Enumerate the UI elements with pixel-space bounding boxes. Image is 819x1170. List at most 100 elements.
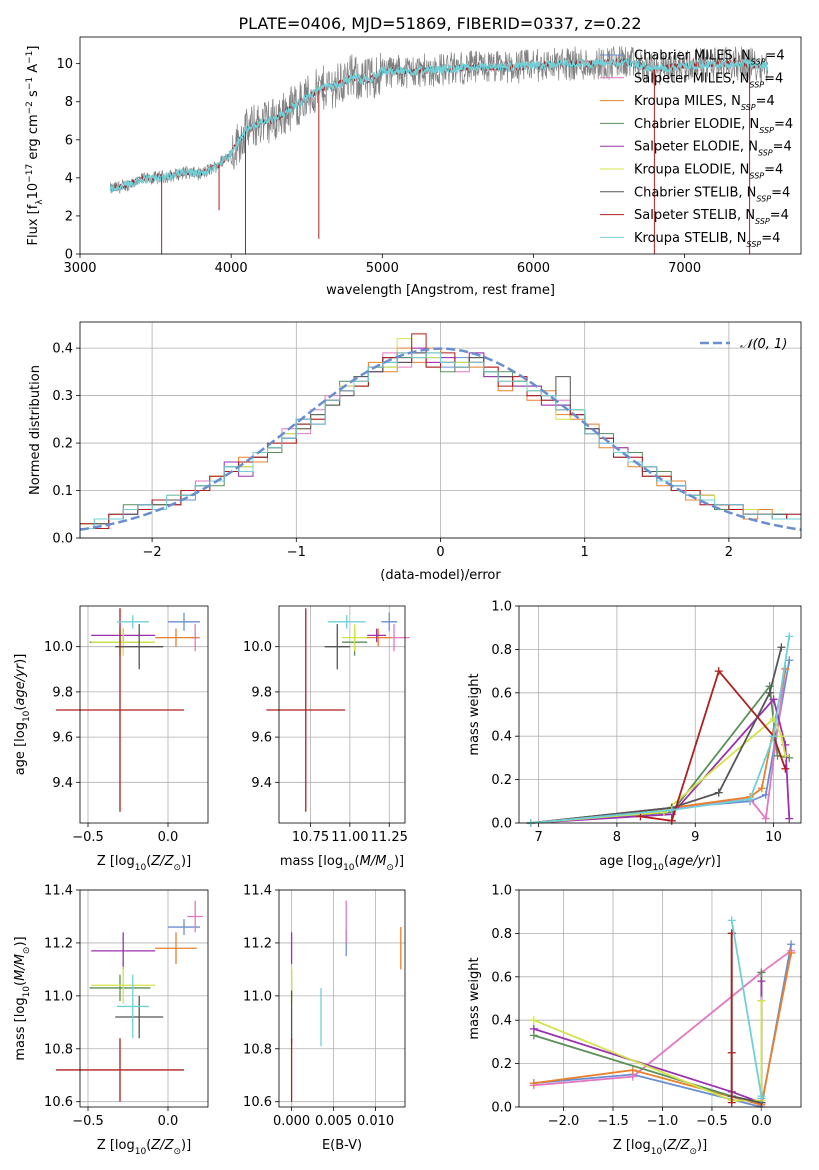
y-tick-label: 9.6 — [52, 731, 73, 746]
weight-marker — [667, 805, 676, 814]
weight-series-salpeter-stelib — [727, 929, 736, 1107]
weight-series-salpeter-elodie — [529, 977, 766, 1107]
y-axis-label: mass weight — [467, 957, 482, 1039]
normal-curve — [80, 347, 801, 531]
weight-marker — [769, 695, 778, 704]
y-tick-label: 6 — [65, 133, 73, 148]
errorbar-point-chabrier-miles — [168, 612, 200, 631]
legend-entry: Salpeter ELODIE, NSSP=4 — [634, 140, 792, 158]
legend-normal-label: 𝒩(0, 1) — [740, 337, 787, 352]
x-tick-label: 11.25 — [371, 830, 408, 845]
age-vs-weight-panel: 7 8 9 10 0.0 0.2 0.4 0.6 0.8 1.0 age [log10(age/yr… — [467, 600, 802, 873]
y-tick-label: 0 — [65, 248, 73, 263]
y-tick-label: 9.6 — [251, 731, 272, 746]
y-tick-label: 0.4 — [491, 1014, 512, 1029]
mass-vs-age-panel: 10.75 11.00 11.25 9.4 9.6 9.8 10.0 mass [log10(… — [243, 605, 410, 873]
y-tick-label: 0.0 — [491, 1101, 512, 1116]
legend-entry: Chabrier STELIB, NSSP=4 — [634, 185, 790, 203]
weight-line — [730, 933, 762, 1104]
y-tick-label: 10 — [56, 57, 73, 72]
errorbar-point-salpeter-elodie — [91, 932, 156, 970]
weight-series-chabrier-elodie — [529, 968, 766, 1107]
errorbar-point-chabrier-elodie — [89, 974, 151, 1002]
x-axis-label: E(B-V) — [322, 1138, 362, 1153]
x-tick-label: 0.010 — [357, 1114, 394, 1129]
weight-marker — [777, 643, 786, 652]
y-tick-label: 0.2 — [491, 1057, 512, 1072]
weight-line — [533, 950, 792, 1087]
x-tick-label: −1 — [287, 545, 306, 560]
figure-title: PLATE=0406, MJD=51869, FIBERID=0337, z=0… — [238, 14, 641, 33]
histogram-kroupa-stelib — [80, 352, 801, 538]
weight-marker — [785, 656, 794, 665]
y-tick-label: 0.6 — [491, 970, 512, 985]
weight-marker — [785, 814, 794, 823]
y-tick-label: 9.8 — [52, 685, 73, 700]
y-tick-label: 11.2 — [243, 936, 272, 951]
x-axis-label: (data-model)/error — [380, 568, 501, 583]
weight-marker — [667, 816, 676, 825]
x-tick-label: 5000 — [366, 261, 399, 276]
x-tick-label: 4000 — [215, 261, 248, 276]
y-axis-label: mass [log10(M/M⊙)] — [13, 936, 32, 1060]
legend-entry: Kroupa MILES, NSSP=4 — [634, 94, 775, 112]
weight-marker — [787, 948, 796, 957]
x-tick-label: −0.5 — [696, 1114, 728, 1129]
weight-line — [730, 920, 763, 1099]
weight-series-chabrier-stelib — [727, 929, 766, 1107]
model-spectrum-kroupa-stelib — [109, 57, 769, 193]
x-tick-label: 0 — [436, 545, 444, 560]
y-tick-label: 10.0 — [243, 640, 272, 655]
errorbar-point-kroupa-elodie — [91, 966, 156, 1004]
x-tick-label: 10 — [765, 830, 782, 845]
x-tick-label: −1.5 — [597, 1114, 629, 1129]
x-tick-label: 0.0 — [751, 1114, 772, 1129]
x-tick-label: −2.0 — [548, 1114, 580, 1129]
y-axis-label: Normed distribution — [28, 365, 43, 495]
weight-marker — [727, 916, 736, 925]
axes-frame — [278, 605, 406, 824]
legend-entry: Chabrier MILES, NSSP=4 — [634, 49, 785, 67]
weight-marker — [765, 688, 774, 697]
x-axis-label: wavelength [Angstrom, rest frame] — [326, 283, 555, 298]
weight-line — [530, 717, 787, 824]
legend-entry: Kroupa ELODIE, NSSP=4 — [634, 163, 783, 181]
errorbar-point-kroupa-elodie — [342, 624, 368, 652]
spectrum-panel: 3000 4000 5000 6000 7000 0 2 4 6 8 10 Chabrier MILE… — [25, 36, 802, 298]
weight-marker — [769, 732, 778, 741]
y-tick-label: 10.6 — [44, 1095, 73, 1110]
axes-frame — [79, 36, 802, 255]
axes-frame — [79, 321, 802, 539]
errorbar-point-kroupa-stelib — [116, 974, 149, 1039]
x-tick-label: 6000 — [517, 261, 550, 276]
errorbar-point-salpeter-stelib — [56, 608, 184, 812]
legend: Chabrier MILES, NSSP=4 Salpeter MILES, NS… — [600, 49, 793, 249]
y-tick-label: 2 — [65, 209, 73, 224]
weight-line — [533, 952, 792, 1106]
legend-entry: Salpeter STELIB, NSSP=4 — [634, 208, 789, 226]
x-axis-label: mass [log10(M/M⊙)] — [280, 854, 404, 873]
y-tick-label: 11.4 — [44, 884, 73, 899]
errorbar-point-kroupa-stelib — [327, 615, 366, 629]
y-tick-label: 8 — [65, 95, 73, 110]
errorbar-point-kroupa-elodie — [91, 628, 156, 656]
legend-entry: Kroupa STELIB, NSSP=4 — [634, 231, 780, 249]
y-tick-label: 11.0 — [44, 989, 73, 1004]
y-tick-label: 10.6 — [243, 1095, 272, 1110]
weight-series-kroupa-elodie — [529, 996, 766, 1105]
x-axis-label: Z [log10(Z/Z⊙)] — [613, 1138, 707, 1157]
Z-vs-mass-panel: −0.5 0.0 10.6 10.8 11.0 11.2 11.4 Z [log10(Z/Z⊙… — [13, 884, 209, 1157]
weight-marker — [757, 977, 766, 986]
y-axis-label: mass weight — [467, 673, 482, 755]
x-tick-label: 3000 — [63, 261, 96, 276]
weight-marker — [714, 667, 723, 676]
spectrum-lines — [109, 46, 769, 254]
y-axis-label: age [log10(age/yr)] — [13, 654, 32, 776]
x-tick-label: 0.000 — [273, 1114, 310, 1129]
y-tick-label: 10.8 — [44, 1042, 73, 1057]
y-tick-label: 9.4 — [251, 776, 272, 791]
y-tick-label: 0.3 — [52, 389, 73, 404]
legend-entry: Chabrier ELODIE, NSSP=4 — [634, 117, 793, 134]
weight-marker — [757, 968, 766, 977]
